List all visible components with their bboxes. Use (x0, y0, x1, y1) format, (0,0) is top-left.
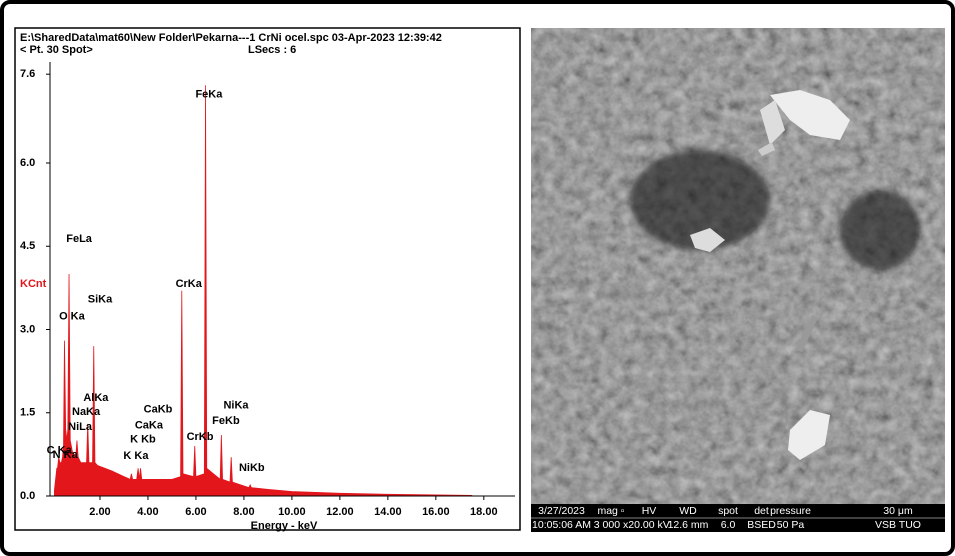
x-tick-label: 14.00 (374, 506, 402, 518)
sem-particle (690, 228, 725, 252)
info-value: BSED (747, 519, 776, 531)
peak-label: FeKa (195, 89, 223, 101)
peak-label: K Ka (123, 450, 149, 462)
info-value: 6.0 (721, 519, 736, 531)
peak-label: CaKb (144, 403, 173, 415)
info-value: VSB TUO (875, 519, 921, 531)
y-tick-label: 6.0 (20, 157, 35, 169)
x-tick-label: 2.00 (89, 506, 110, 518)
info-header: 30 μm (883, 505, 913, 517)
peak-label: CaKa (135, 419, 164, 431)
peak-label: NiKb (239, 462, 265, 474)
y-tick-label: 0.0 (20, 490, 35, 502)
peak-label: NiKa (223, 399, 249, 411)
peak-label: NaKa (72, 406, 101, 418)
sem-particle (795, 315, 818, 352)
live-time: LSecs : 6 (248, 44, 296, 56)
info-value: 3 000 x (594, 519, 629, 531)
info-value: 10:05:06 AM (532, 519, 591, 531)
x-tick-label: 16.00 (422, 506, 450, 518)
sem-particle (788, 410, 830, 460)
info-value: 20.00 kV (628, 519, 669, 531)
y-tick-label: 4.5 (20, 240, 35, 252)
peak-label: C Ka (47, 444, 73, 456)
sem-image (531, 28, 945, 504)
info-header: mag ▫ (597, 505, 624, 517)
sem-particle (758, 142, 775, 156)
sem-particle (760, 100, 785, 145)
x-axis-label: Energy - keV (251, 520, 318, 532)
chart-title: E:\SharedData\mat60\New Folder\Pekarna--… (20, 32, 442, 44)
peak-label: SiKa (88, 293, 113, 305)
info-header: HV (642, 505, 657, 517)
peak-label: N Ka (53, 449, 79, 461)
x-tick-label: 4.00 (137, 506, 158, 518)
x-tick-label: 8.00 (233, 506, 254, 518)
peak-label: AlKa (83, 392, 109, 404)
peak-label: O Ka (59, 311, 86, 323)
y-tick-label: 1.5 (20, 407, 35, 419)
info-value: 50 Pa (777, 519, 805, 531)
sem-dark-region (840, 190, 920, 270)
peak-label: NiLa (68, 421, 93, 433)
info-header: 3/27/2023 (538, 505, 585, 517)
x-tick-label: 6.00 (185, 506, 206, 518)
peak-label: CrKa (176, 278, 203, 290)
x-tick-label: 12.00 (326, 506, 354, 518)
info-header: spot (718, 505, 738, 517)
chart-subtitle: < Pt. 30 Spot> (20, 44, 93, 56)
info-value: 12.6 mm (668, 519, 709, 531)
peak-label: FeLa (66, 233, 93, 245)
sem-particle (770, 90, 850, 140)
sem-dark-region (630, 150, 770, 250)
x-tick-label: 10.00 (278, 506, 306, 518)
info-header: det (754, 505, 769, 517)
y-axis-label: KCnt (20, 278, 47, 290)
peak-label: CrKb (187, 431, 214, 443)
chart-frame (14, 27, 521, 531)
y-tick-label: 7.6 (20, 68, 35, 80)
info-header: WD (679, 505, 697, 517)
info-header: pressure (770, 505, 811, 517)
x-tick-label: 18.00 (470, 506, 498, 518)
spectrum-area (53, 85, 473, 497)
peak-label: K Kb (130, 433, 156, 445)
sem-info-bar: 3/27/2023 mag ▫ HV WD spot det pressure 30 μm 10… (531, 504, 945, 532)
peak-label: FeKb (212, 415, 240, 427)
y-tick-label: 3.0 (20, 323, 35, 335)
